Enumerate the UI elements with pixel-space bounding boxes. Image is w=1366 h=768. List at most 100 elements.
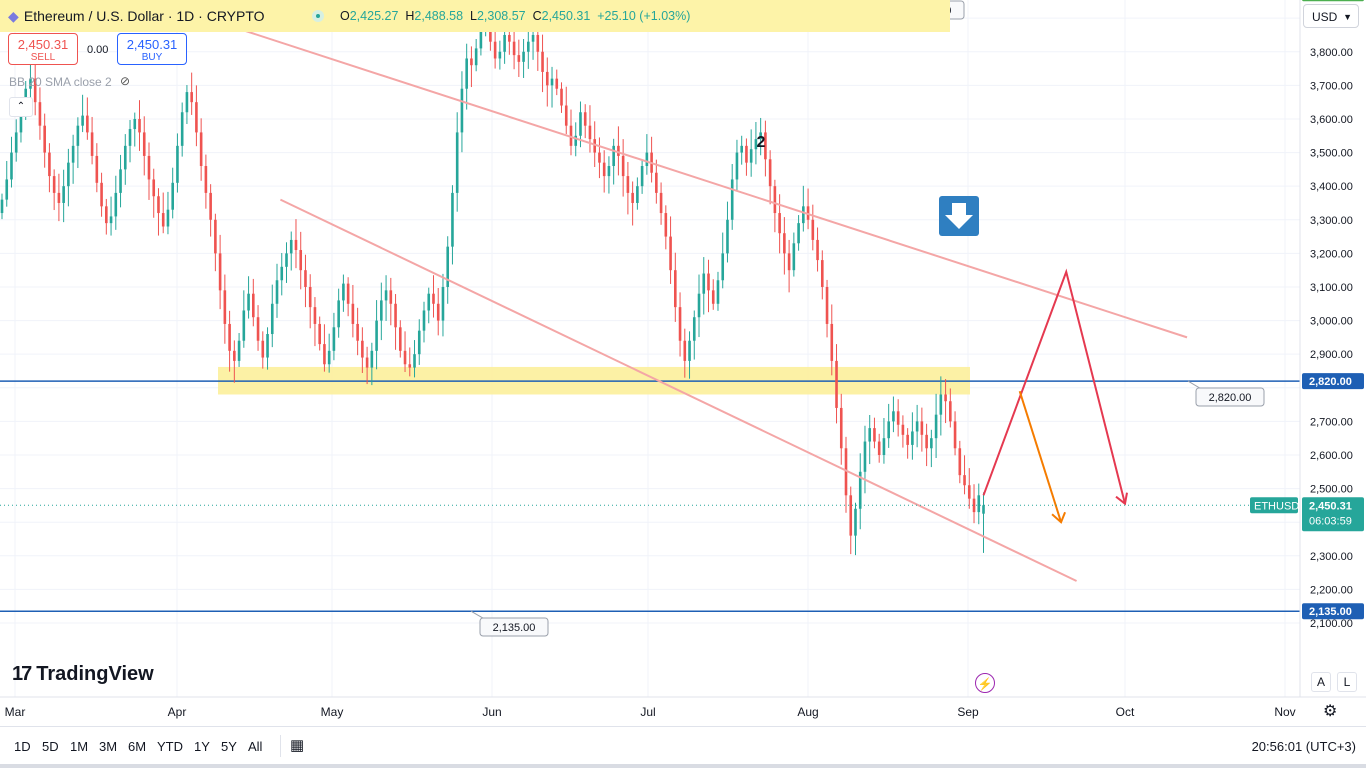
range-3m-button[interactable]: 3M — [99, 739, 118, 754]
candle-body — [678, 307, 682, 341]
candle-body — [498, 51, 502, 59]
time-tick-label: Aug — [797, 705, 818, 719]
candle-body — [147, 155, 151, 180]
candle-body — [598, 152, 601, 163]
candle-body — [223, 290, 227, 324]
candle-body — [142, 132, 146, 156]
range-5d-button[interactable]: 5D — [42, 739, 59, 754]
price-tick-label: 3,400.00 — [1310, 181, 1353, 193]
range-1m-button[interactable]: 1M — [70, 739, 89, 754]
candle-body — [631, 192, 634, 203]
candle-body — [479, 28, 483, 49]
range-5y-button[interactable]: 5Y — [221, 739, 237, 754]
events-bolt-icon[interactable]: ⚡ — [975, 673, 995, 693]
candle-body — [555, 78, 559, 89]
hidden-eye-icon[interactable]: ⊘ — [120, 74, 131, 88]
candle-body — [825, 286, 829, 324]
price-tick-label: 3,300.00 — [1310, 215, 1353, 227]
logo-text: TradingView — [36, 663, 154, 685]
candle-body — [252, 293, 255, 318]
candle-body — [270, 303, 274, 335]
price-tick-label: 2,600.00 — [1310, 450, 1353, 462]
indicator-legend[interactable]: BB 20 SMA close 2 — [9, 75, 112, 89]
candle-body — [617, 145, 620, 156]
candle-body — [432, 293, 435, 304]
change-value: +25.10 (+1.03%) — [597, 9, 691, 23]
candle-body — [0, 199, 4, 214]
time-tick-label: Jun — [482, 705, 501, 719]
currency-select[interactable]: USD ▼ — [1303, 4, 1359, 28]
channel-line — [147, 0, 1188, 339]
candle-body — [915, 421, 919, 432]
symbol-tag-bg — [1250, 497, 1298, 514]
candle-body — [446, 246, 450, 287]
candle-body — [455, 132, 459, 193]
candle-body — [71, 145, 75, 163]
candle-body — [887, 421, 890, 439]
candle-body — [787, 253, 791, 271]
price-chart[interactable]: 23,900.003,800.003,700.003,600.003,500.0… — [0, 0, 1366, 726]
collapse-legend-button[interactable]: ⌃ — [9, 97, 33, 117]
candle-body — [285, 253, 288, 267]
candle-body — [48, 152, 51, 177]
candle-body — [802, 206, 805, 224]
candle-body — [256, 317, 260, 341]
candle-body — [692, 317, 696, 341]
candle-body — [370, 350, 374, 368]
candle-body — [612, 145, 615, 167]
level-2135-axis-tag: 2,135.00 — [1309, 606, 1352, 618]
candle-body — [503, 34, 506, 52]
price-axis — [1300, 0, 1366, 697]
candle-body — [100, 182, 103, 207]
candle-body — [242, 310, 246, 341]
range-ytd-button[interactable]: YTD — [157, 739, 183, 754]
candle-body — [683, 340, 687, 361]
candle-body — [768, 159, 772, 187]
price-tick-label: 2,500.00 — [1310, 484, 1353, 496]
log-scale-button[interactable]: L — [1337, 672, 1357, 692]
sell-label: SELL — [30, 52, 56, 63]
range-all-button[interactable]: All — [248, 739, 263, 754]
current-price-tag: 2,450.31 — [1309, 500, 1352, 512]
sell-button[interactable]: 2,450.31 SELL — [8, 33, 78, 65]
candles — [0, 2, 985, 556]
candle-body — [95, 155, 99, 183]
bottom-toolbar: 1D 5D 1M 3M 6M YTD 1Y 5Y All ▦ 20:56:01 … — [0, 726, 1366, 765]
market-status-icon[interactable] — [312, 10, 324, 22]
candle-body — [792, 243, 796, 271]
range-1y-button[interactable]: 1Y — [194, 739, 210, 754]
channel-line — [279, 198, 1078, 582]
candle-body — [233, 350, 236, 361]
symbol-title[interactable]: ◆ Ethereum / U.S. Dollar · 1D · CRYPTO — [8, 8, 265, 25]
chevron-down-icon: ▼ — [1343, 12, 1352, 22]
buy-button[interactable]: 2,450.31 BUY — [117, 33, 187, 65]
gear-icon[interactable]: ⚙ — [1323, 703, 1338, 720]
candle-body — [697, 293, 701, 318]
clock-display[interactable]: 20:56:01 (UTC+3) — [1251, 739, 1356, 754]
candle-body — [707, 273, 710, 291]
candle-body — [982, 505, 985, 514]
candle-body — [858, 471, 862, 509]
candle-body — [811, 219, 815, 240]
candle-body — [394, 303, 397, 328]
candle-body — [636, 186, 639, 203]
candle-body — [560, 88, 563, 106]
candle-body — [417, 330, 421, 355]
candle-body — [621, 155, 625, 177]
candle-body — [90, 132, 94, 156]
range-1d-button[interactable]: 1D — [14, 739, 31, 754]
auto-scale-button[interactable]: A — [1311, 672, 1331, 692]
time-tick-label: Nov — [1274, 705, 1295, 719]
candle-body — [745, 145, 748, 163]
candle-body — [204, 166, 208, 193]
candle-body — [702, 273, 706, 294]
high-value: 2,488.58 — [414, 9, 464, 23]
candle-body — [716, 280, 720, 304]
candle-body — [365, 357, 369, 368]
candle-body — [81, 115, 84, 126]
ethereum-icon: ◆ — [8, 8, 19, 24]
candle-body — [527, 41, 530, 52]
calendar-icon[interactable]: ▦ — [290, 737, 305, 754]
range-6m-button[interactable]: 6M — [128, 739, 147, 754]
low-label: L — [470, 9, 477, 23]
